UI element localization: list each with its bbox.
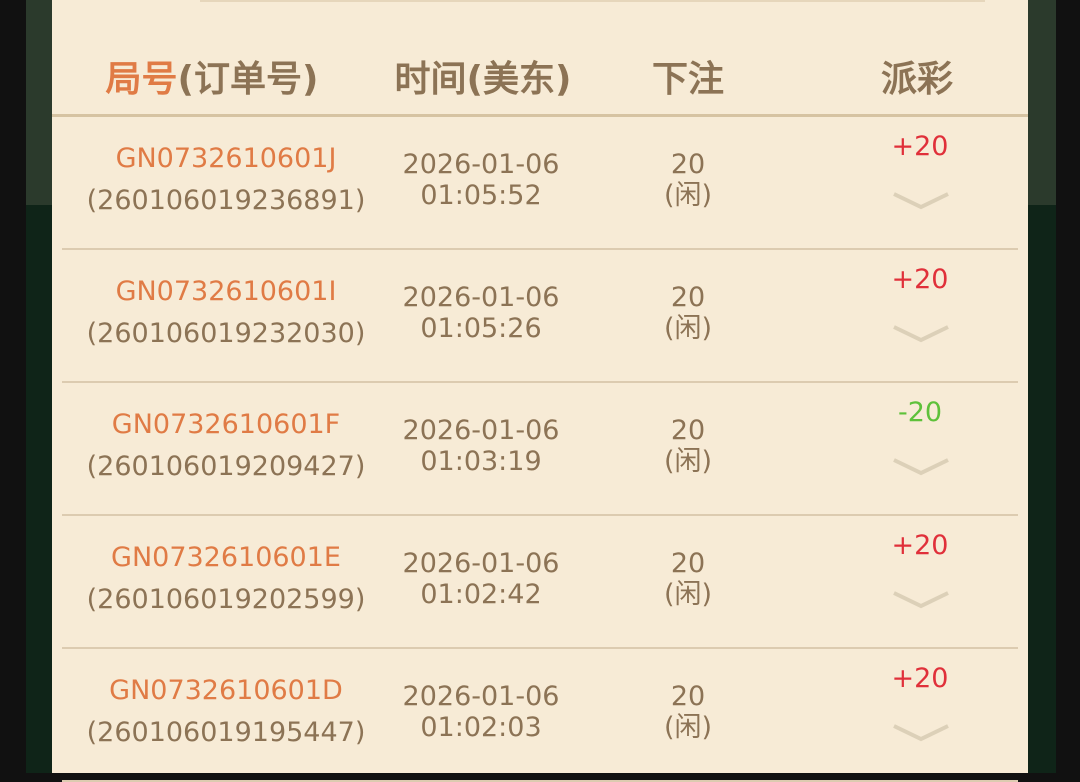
game-id-cell: GN0732610601I (260106019232030): [87, 276, 366, 349]
table-header: 局号(订单号) 时间(美东) 下注 派彩: [52, 50, 1028, 114]
row-divider: [62, 514, 1018, 516]
header-bet: 下注: [651, 59, 725, 100]
date: 2026-01-06: [402, 415, 560, 446]
time: 01:03:19: [420, 446, 542, 477]
game-id-cell: GN0732610601E (260106019202599): [87, 542, 366, 615]
order-id: (260106019236891): [86, 185, 366, 216]
bet-side: (闲): [663, 579, 713, 610]
time: 01:05:26: [420, 313, 542, 344]
time-cell: 2026-01-06 01:05:52: [403, 149, 560, 211]
date: 2026-01-06: [402, 282, 560, 313]
date: 2026-01-06: [402, 548, 560, 579]
bet-history-panel: 局号(订单号) 时间(美东) 下注 派彩 GN0732610601J (2601…: [52, 0, 1028, 782]
bet-side: (闲): [663, 180, 713, 211]
row-divider: [62, 647, 1018, 649]
table-row[interactable]: GN0732610601D (260106019195447) 2026-01-…: [52, 649, 1028, 782]
background-left: [26, 0, 52, 773]
header-payout: 派彩: [880, 59, 954, 100]
order-id: (260106019209427): [86, 451, 366, 482]
bet-side: (闲): [663, 446, 713, 477]
time-cell: 2026-01-06 01:02:42: [403, 548, 560, 610]
header-game-id-label: 局号: [105, 59, 178, 100]
payout: +20: [891, 530, 949, 561]
time: 01:02:42: [420, 579, 542, 610]
header-game-id: 局号(订单号): [106, 50, 319, 102]
chevron-down-icon[interactable]: [892, 590, 950, 610]
header-divider: [52, 114, 1028, 117]
bet-amount: 20: [670, 681, 706, 712]
game-id-cell: GN0732610601F (260106019209427): [87, 409, 366, 482]
time-cell: 2026-01-06 01:03:19: [403, 415, 560, 477]
time: 01:05:52: [420, 180, 542, 211]
bet-cell: 20 (闲): [664, 681, 712, 743]
row-divider: [62, 248, 1018, 250]
chevron-down-icon[interactable]: [892, 457, 950, 477]
header-time: 时间(美东): [394, 59, 572, 100]
time-cell: 2026-01-06 01:02:03: [403, 681, 560, 743]
payout: +20: [891, 264, 949, 295]
table-row[interactable]: GN0732610601F (260106019209427) 2026-01-…: [52, 383, 1028, 516]
time-cell: 2026-01-06 01:05:26: [403, 282, 560, 344]
game-id: GN0732610601I: [115, 276, 337, 307]
game-id-cell: GN0732610601J (260106019236891): [87, 143, 366, 216]
bet-amount: 20: [670, 548, 706, 579]
divider: [200, 0, 985, 2]
chevron-down-icon[interactable]: [892, 723, 950, 743]
bet-amount: 20: [670, 415, 706, 446]
row-divider: [62, 381, 1018, 383]
game-id: GN0732610601D: [109, 675, 343, 706]
order-id: (260106019202599): [86, 584, 366, 615]
bet-amount: 20: [670, 282, 706, 313]
game-id: GN0732610601J: [115, 143, 337, 174]
bet-amount: 20: [670, 149, 706, 180]
bet-cell: 20 (闲): [664, 415, 712, 477]
game-id: GN0732610601E: [111, 542, 341, 573]
bet-cell: 20 (闲): [664, 548, 712, 610]
bet-cell: 20 (闲): [664, 149, 712, 211]
date: 2026-01-06: [402, 681, 560, 712]
payout: -20: [897, 397, 943, 428]
table-row[interactable]: GN0732610601I (260106019232030) 2026-01-…: [52, 250, 1028, 383]
order-id: (260106019232030): [86, 318, 366, 349]
order-id: (260106019195447): [86, 717, 366, 748]
table-row[interactable]: GN0732610601E (260106019202599) 2026-01-…: [52, 516, 1028, 649]
bet-side: (闲): [663, 712, 713, 743]
chevron-down-icon[interactable]: [892, 324, 950, 344]
bet-cell: 20 (闲): [664, 282, 712, 344]
game-id-cell: GN0732610601D (260106019195447): [87, 675, 366, 748]
header-order-id-label: (订单号): [177, 59, 319, 100]
game-id: GN0732610601F: [111, 409, 341, 440]
bet-side: (闲): [663, 313, 713, 344]
payout: +20: [891, 131, 949, 162]
background-right: [1028, 0, 1056, 773]
payout: +20: [891, 663, 949, 694]
chevron-down-icon[interactable]: [892, 191, 950, 211]
time: 01:02:03: [420, 712, 542, 743]
date: 2026-01-06: [402, 149, 560, 180]
table-row[interactable]: GN0732610601J (260106019236891) 2026-01-…: [52, 117, 1028, 250]
